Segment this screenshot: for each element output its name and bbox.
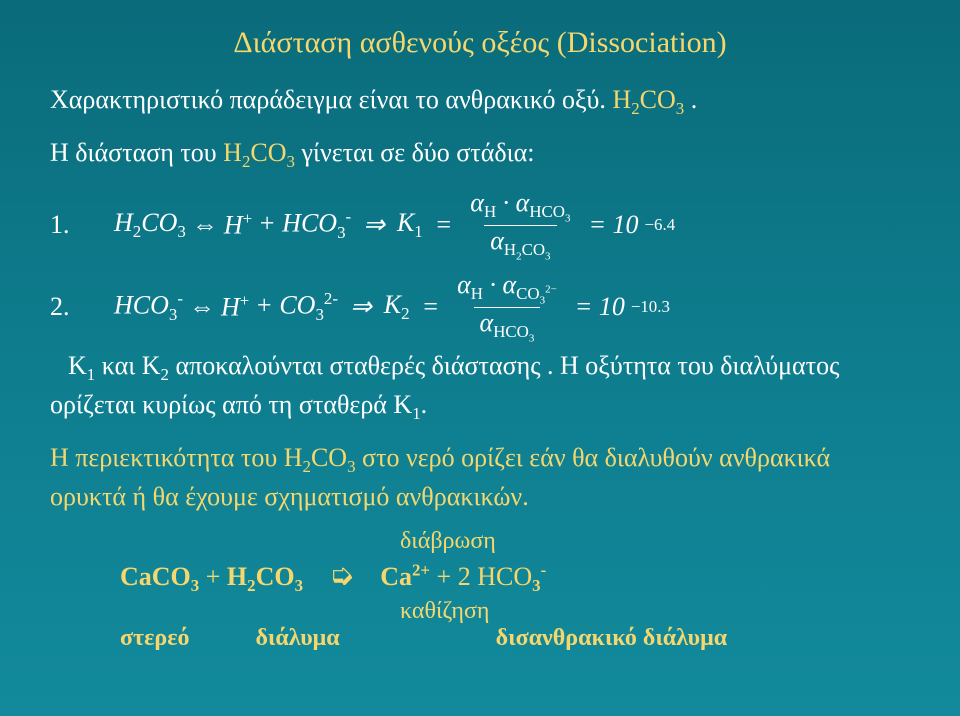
eq1-hco3: + HCO bbox=[258, 209, 337, 238]
paragraph-1: Χαρακτηριστικό παράδειγμα είναι το ανθρα… bbox=[50, 82, 910, 121]
p2-co: CO bbox=[250, 138, 286, 167]
eq2-k: K bbox=[384, 290, 401, 319]
eq2-eq2: = 10 bbox=[575, 292, 625, 322]
eq2-exp: −10.3 bbox=[631, 297, 670, 317]
eq1-eq2: = 10 bbox=[588, 210, 638, 240]
rx-h2: H bbox=[227, 562, 247, 591]
eq1-k: K bbox=[397, 208, 414, 237]
p3-text: αποκαλούνται σταθερές διάστασης . Η οξύτ… bbox=[50, 351, 839, 419]
eq2-ksub: 2 bbox=[401, 304, 409, 323]
rx-caco3: CaCO bbox=[120, 562, 191, 591]
eq1-ahco3: · α bbox=[503, 188, 530, 217]
reaction-block: διάβρωση CaCO3 + H2CO3 ➭ Ca2+ + 2 HCO3- … bbox=[50, 528, 910, 652]
paragraph-4: Η περιεκτικότητα του H2CO3 στο νερό ορίζ… bbox=[50, 440, 910, 514]
p2-a: Η διάσταση του bbox=[50, 138, 223, 167]
paragraph-3: K1 και K2 αποκαλούνται σταθερές διάσταση… bbox=[50, 348, 910, 426]
formula-h2co3-1: H2CO3 bbox=[612, 85, 690, 114]
label-diavrosi: διάβρωση bbox=[400, 528, 910, 555]
eq1-exp: −6.4 bbox=[645, 215, 676, 235]
slide-title: Διάσταση ασθενούς οξέος (Dissociation) bbox=[50, 26, 910, 60]
reaction-equation: CaCO3 + H2CO3 ➭ Ca2+ + 2 HCO3- bbox=[120, 555, 910, 598]
eq2-body: HCO3- ⇔ H+ + CO32- ⇒ K2 = αH · αCO32− αH… bbox=[86, 270, 670, 344]
eq1-h2: H bbox=[114, 208, 133, 237]
eq2-num: 2. bbox=[50, 292, 86, 322]
eq1-num: 1. bbox=[50, 210, 86, 240]
eq1-eq: = bbox=[435, 210, 453, 240]
eq1-ah: α bbox=[470, 188, 484, 217]
p3-dot: . bbox=[421, 390, 428, 419]
equation-1: 1. H2CO3 ⇔ H+ + HCO3- ⇒ K1 = αH · αHCO3 … bbox=[50, 188, 910, 262]
eq1-co3: CO bbox=[141, 208, 177, 237]
p4-h: H bbox=[284, 443, 303, 472]
eq1-imply: ⇒ bbox=[363, 210, 385, 240]
equation-2: 2. HCO3- ⇔ H+ + CO32- ⇒ K2 = αH · αCO32−… bbox=[50, 270, 910, 344]
eq1-body: H2CO3 ⇔ H+ + HCO3- ⇒ K1 = αH · αHCO3 αH2… bbox=[86, 188, 675, 262]
p1-dot: . bbox=[691, 85, 698, 114]
p1-h: H bbox=[612, 85, 631, 114]
rx-plus2: + 2 HCO bbox=[437, 562, 533, 591]
eq2-darrow: ⇔ bbox=[189, 292, 215, 322]
eq2-ahco3: α bbox=[480, 308, 494, 337]
label-kathizisi: καθίζηση bbox=[400, 598, 910, 625]
eq2-hplus: H bbox=[221, 293, 240, 322]
reaction-arrow-icon: ➭ bbox=[329, 559, 354, 592]
eq1-hplus: H bbox=[224, 211, 243, 240]
label-disanthrakiko: δισανθρακικό διάλυμα bbox=[496, 625, 727, 651]
paragraph-2: Η διάσταση του H2CO3 γίνεται σε δύο στάδ… bbox=[50, 135, 910, 174]
rx-plus1: + bbox=[206, 562, 227, 591]
p3-k1: K bbox=[68, 351, 87, 380]
label-stereo: στερεό bbox=[120, 625, 189, 651]
eq2-co3: + CO bbox=[255, 291, 315, 320]
p4-co: CO bbox=[311, 443, 347, 472]
p3-and-k2: και K bbox=[102, 351, 161, 380]
bottom-labels: στερεό διάλυμα δισανθρακικό διάλυμα bbox=[120, 625, 910, 652]
eq1-darrow: ⇔ bbox=[192, 210, 218, 240]
label-dialyma: διάλυμα bbox=[255, 625, 339, 651]
formula-h2co3-2: H2CO3 bbox=[223, 138, 301, 167]
rx-co3: CO bbox=[256, 562, 295, 591]
p4-a: Η περιεκτικότητα του bbox=[50, 443, 284, 472]
eq1-ksub: 1 bbox=[414, 222, 422, 241]
p1-text: Χαρακτηριστικό παράδειγμα είναι το ανθρα… bbox=[50, 85, 612, 114]
rx-ca: Ca bbox=[380, 562, 412, 591]
p2-d: γίνεται σε δύο στάδια: bbox=[301, 138, 534, 167]
eq2-eq: = bbox=[422, 292, 440, 322]
eq1-ah2co3: α bbox=[490, 226, 504, 255]
p1-co: CO bbox=[640, 85, 676, 114]
p2-h: H bbox=[223, 138, 242, 167]
eq2-imply: ⇒ bbox=[350, 292, 372, 322]
eq1-fraction: αH · αHCO3 αH2CO3 bbox=[464, 188, 576, 262]
eq2-ah: α bbox=[457, 270, 471, 299]
eq2-fraction: αH · αCO32− αHCO3 bbox=[451, 270, 563, 344]
eq2-hco3: HCO bbox=[114, 291, 169, 320]
eq2-aco3: · α bbox=[490, 270, 517, 299]
